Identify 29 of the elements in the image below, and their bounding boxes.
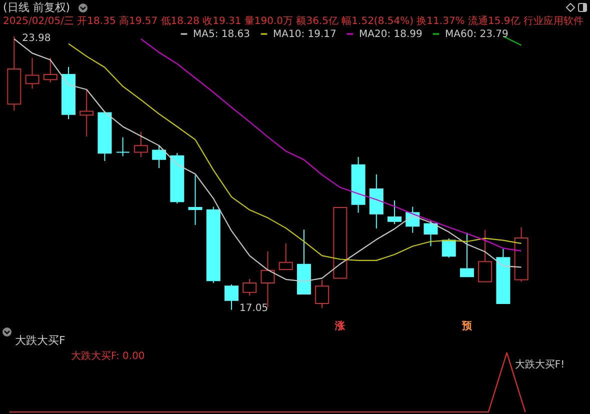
chart-title: (日线 前复权)	[3, 1, 70, 14]
candlestick	[315, 279, 330, 309]
candlestick	[25, 57, 40, 90]
candlestick	[116, 136, 130, 157]
candlestick	[460, 232, 474, 278]
candlestick	[80, 89, 94, 137]
candlestick	[442, 238, 456, 258]
candlestick	[478, 230, 492, 282]
chart-title: 大跌大买F	[15, 334, 66, 347]
annotation: 大跌大买F!	[514, 358, 565, 371]
legend-label: MA10: 19.17	[273, 29, 336, 40]
candlestick	[152, 144, 166, 169]
annotation: 23.98	[22, 33, 51, 44]
annotation: 17.05	[240, 302, 268, 314]
candlestick	[43, 57, 58, 83]
candlestick	[242, 278, 257, 296]
candlestick	[424, 220, 438, 247]
text: 大跌大买F: 0.00	[71, 350, 145, 362]
legend-label: MA60: 23.79	[445, 29, 508, 40]
candlestick	[188, 174, 202, 226]
text: 涨	[334, 320, 346, 332]
candlestick	[134, 131, 148, 158]
text: 预	[460, 320, 473, 332]
chart-subtitle: 2025/02/05/三 开18.35 高19.57 低18.28 收19.31 量190.0万 额36.5亿 幅1.52(8.54%) 换11.37% 流通15.9亿 行业应用软件	[3, 15, 584, 27]
candlestick	[388, 200, 402, 225]
legend-label: MA20: 18.99	[359, 29, 422, 40]
candlestick	[278, 242, 293, 270]
candlestick	[224, 284, 239, 310]
legend-label: MA5: 18.63	[193, 29, 250, 40]
